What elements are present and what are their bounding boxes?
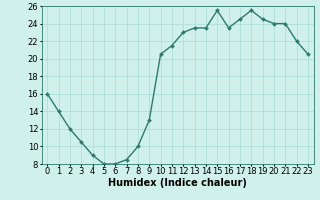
- X-axis label: Humidex (Indice chaleur): Humidex (Indice chaleur): [108, 178, 247, 188]
